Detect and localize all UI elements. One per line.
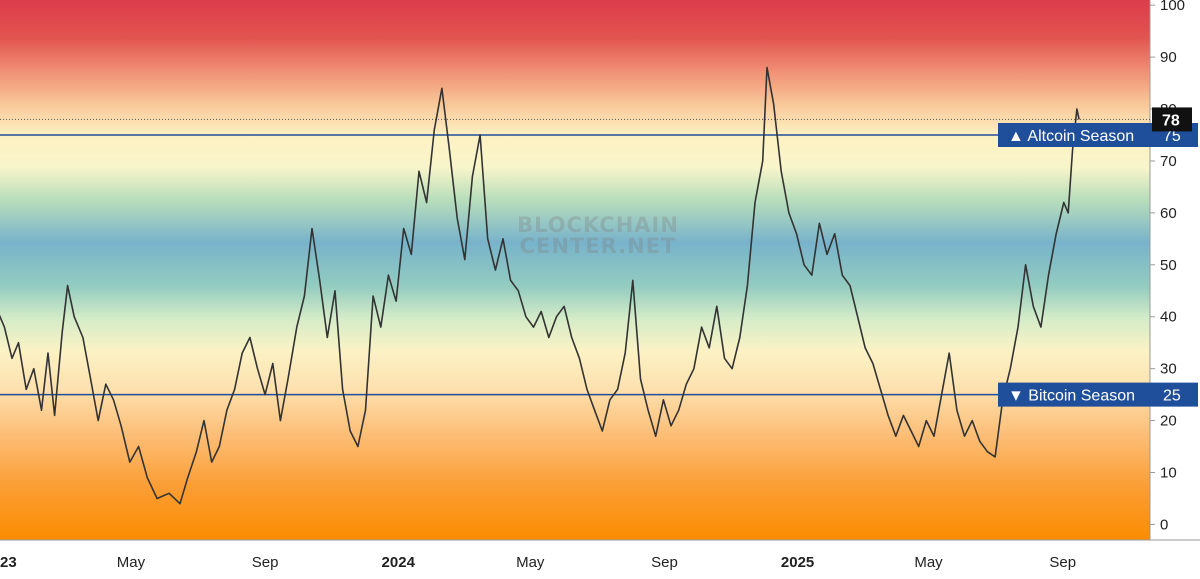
x-tick-label: Sep [1049, 554, 1076, 571]
x-tick-label: 2023 [0, 554, 17, 571]
y-tick-label: 70 [1160, 153, 1177, 170]
x-axis-panel [0, 540, 1200, 579]
threshold-flag-bg [998, 382, 1198, 407]
x-tick-label: May [117, 554, 146, 571]
last-value-bg [1152, 107, 1192, 132]
x-tick-label: Sep [651, 554, 678, 571]
threshold-lines [0, 134, 1150, 396]
x-tick-label: Sep [252, 554, 279, 571]
altcoin-index-line [0, 66, 1080, 505]
x-tick-label: May [914, 554, 943, 571]
last-value-label: 78 [1162, 112, 1180, 129]
y-tick-label: 0 [1160, 516, 1168, 533]
threshold-flag-label: ▲ Altcoin Season [1008, 128, 1134, 145]
y-tick-label: 40 [1160, 309, 1177, 326]
plot-background [0, 0, 1150, 540]
threshold-flag-value: 25 [1163, 388, 1181, 405]
watermark-line-1: BLOCKCHAIN [517, 213, 679, 237]
threshold-flag-label: ▼ Bitcoin Season [1008, 388, 1135, 405]
x-tick-label: 2024 [382, 554, 416, 571]
threshold-flag-value: 75 [1163, 128, 1181, 145]
y-tick-label: 10 [1160, 465, 1177, 482]
x-tick-label: 2025 [781, 554, 814, 571]
y-tick-label: 100 [1160, 0, 1185, 14]
last-value-marker: 78 [1152, 107, 1192, 132]
y-tick-label: 20 [1160, 413, 1177, 430]
y-tick-label: 30 [1160, 361, 1177, 378]
y-axis-panel [1150, 0, 1200, 540]
y-tick-label: 60 [1160, 205, 1177, 222]
x-axis-ticks: 2023 May Sep 2024 May Sep 2025 May Sep [0, 554, 1076, 571]
y-tick-label: 50 [1160, 257, 1177, 274]
x-tick-label: May [516, 554, 545, 571]
watermark: BLOCKCHAIN CENTER.NET [517, 213, 679, 258]
watermark-line-2: CENTER.NET [520, 234, 677, 258]
y-tick-label: 90 [1160, 49, 1177, 66]
